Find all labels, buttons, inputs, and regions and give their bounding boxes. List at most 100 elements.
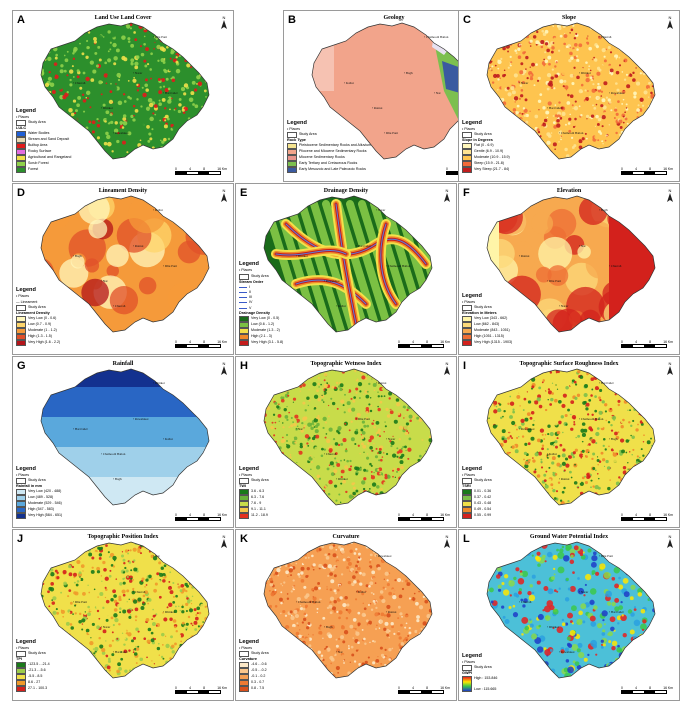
place-label: • Hari Ghel <box>599 381 614 385</box>
map-legend: Legend • Places Study Area TSRI 0.01 - 0.36 0… <box>462 466 492 519</box>
legend-item: Very High (3.1 - 5.8) <box>239 340 283 346</box>
map-panel-k: • Rawalakot • Chamoodi Batian • Kallar • Ba… <box>235 529 457 701</box>
panel-title: Ground Water Potential Index <box>529 534 609 540</box>
place-label: • Bagh <box>73 254 82 258</box>
place-label: • Dhirkot <box>547 625 559 629</box>
map-panel-e: • Narar • Dhirkot • Hari Ghel • Rawalakot • … <box>235 183 457 355</box>
legend-stream-order: III <box>239 295 283 300</box>
legend-study-area: Study Area <box>16 119 71 126</box>
legend-item: High (1051 - 1315) <box>462 334 512 340</box>
place-label: • Dhirkot <box>296 254 308 258</box>
legend-item: Water Bodies <box>16 131 71 137</box>
legend-study-area: Study Area <box>462 304 512 311</box>
legend-places: • Places <box>239 472 253 477</box>
legend-title: Legend <box>16 107 36 114</box>
legend-item: 7.6 - 9 <box>239 501 269 507</box>
north-arrow-icon: N <box>219 188 229 204</box>
place-label: • Churrah <box>73 81 86 85</box>
legend-item: Moderate (1.3 - 2) <box>239 328 283 334</box>
place-label: • Dhu Pani <box>384 131 398 135</box>
place-label: • Dhu Pani <box>73 600 87 604</box>
legend-study-area: Study Area <box>239 477 269 484</box>
place-label: • Hari Ghel <box>547 106 562 110</box>
map-legend: Legend • Places Study Area GWPI High : 153.8… <box>462 653 497 692</box>
legend-subtitle: Elevation in Meters <box>462 310 497 315</box>
place-label: • Bagh <box>404 71 413 75</box>
legend-item: Very Low (420 - 488) <box>16 489 62 495</box>
place-label: • Ratnoi <box>559 477 570 481</box>
legend-item: -21.3 - -5.6 <box>16 668 50 674</box>
legend-item: Early Tertiary and Cretaceous Rocks <box>287 161 371 167</box>
legend-item: 6.3 - 7.6 <box>239 495 269 501</box>
map-panel-c: • Churrah • Narar • Dhirkot • Hari Ghel • Ra… <box>458 10 680 182</box>
place-label: • Narar <box>386 437 396 441</box>
svg-text:N: N <box>223 15 226 20</box>
map-panel-h: • Ratnoi • Nar • Dhu Pani • Churrah • Narar •… <box>235 356 457 528</box>
place-label: • Nar <box>336 650 343 654</box>
legend-study-area: Study Area <box>239 273 283 280</box>
place-label: • Kallar <box>344 81 354 85</box>
legend-study-area: Study Area <box>462 131 510 138</box>
place-label: • Hari Ghel <box>113 650 128 654</box>
legend-item: Agricultural and Rangeland <box>16 155 71 161</box>
panel-letter: F <box>463 187 470 199</box>
panel-title: Topographic Position Index <box>87 534 159 540</box>
legend-item: 0.37 - 0.42 <box>462 495 492 501</box>
legend-item: Flat (0 - 6.9) <box>462 143 510 149</box>
place-label: • Churrah <box>609 264 622 268</box>
legend-stream-order: V <box>239 306 283 311</box>
map-legend: Legend • Places Study Area Curvature -4.6 - … <box>239 639 269 692</box>
place-label: • Nar <box>296 427 303 431</box>
panel-title: Topographic Surface Roughness Index <box>519 361 619 367</box>
place-label: • Kallar <box>163 437 173 441</box>
legend-item: 0.49 - 0.54 <box>462 507 492 513</box>
legend-item: -5.5 - 8.5 <box>16 674 50 680</box>
legend-item: 3.6 - 6.3 <box>239 489 269 495</box>
legend-stream-order: II <box>239 290 283 295</box>
place-label: • Churrah <box>519 600 532 604</box>
panel-letter: I <box>463 360 467 372</box>
place-label: • Rawalakot <box>609 91 625 95</box>
svg-text:N: N <box>223 188 226 193</box>
north-arrow-icon: N <box>665 361 675 377</box>
panel-letter: J <box>17 533 24 545</box>
place-label: • Dhirkot <box>153 381 165 385</box>
legend-subtitle: Curvature <box>239 656 257 661</box>
place-label: • Kallar <box>356 590 366 594</box>
legend-study-area: Study Area <box>462 477 492 484</box>
place-label: • Chamoodi Batian <box>559 131 584 135</box>
legend-item: Very High (1.6 - 2.2) <box>16 340 60 346</box>
legend-item: High (1.3 - 1.5) <box>16 334 60 340</box>
place-label: • Ratnoi <box>133 244 144 248</box>
map-legend: Legend • Places Study Area Stream Order I II I… <box>239 261 283 346</box>
legend-subtitle2: Drainage Density <box>239 310 271 315</box>
legend-places: • Places <box>239 268 253 273</box>
place-label: • Nar <box>434 91 441 95</box>
map-legend: Legend • Places Study Area TWI 3.6 - 6.3 6.3 … <box>239 466 269 519</box>
place-label: • Chamoodi Batian <box>579 417 604 421</box>
legend-title: Legend <box>287 119 307 126</box>
place-label: • Narar <box>376 208 386 212</box>
place-label: • Chamoodi Batian <box>424 35 449 39</box>
legend-item: 0.43 - 0.48 <box>462 501 492 507</box>
legend-item: Rocky Surface <box>16 149 71 155</box>
legend-subtitle: Stream Order <box>239 279 264 284</box>
place-label: • Rawalakot <box>519 427 535 431</box>
place-label: • Nar <box>579 244 586 248</box>
legend-title: Legend <box>462 652 482 659</box>
legend-item: High (2.1 - 3) <box>239 334 283 340</box>
legend-places: • Places <box>16 294 30 299</box>
place-label: • Ratnoi <box>386 610 397 614</box>
panel-letter: C <box>463 14 471 26</box>
legend-title: Legend <box>462 119 482 126</box>
place-label: • Nar <box>153 554 160 558</box>
svg-text:N: N <box>223 361 226 366</box>
legend-item: Pliocene and Miocene Sedimentary Rocks <box>287 149 371 155</box>
map-panel-j: • Nar • Dhu Pani • Churrah • Narar • Dhirkot… <box>12 529 234 701</box>
legend-item: 0.01 - 0.36 <box>462 489 492 495</box>
place-label: • Narar <box>101 625 111 629</box>
place-label: • Hari Ghel <box>163 91 178 95</box>
place-label: • Narar <box>133 71 143 75</box>
